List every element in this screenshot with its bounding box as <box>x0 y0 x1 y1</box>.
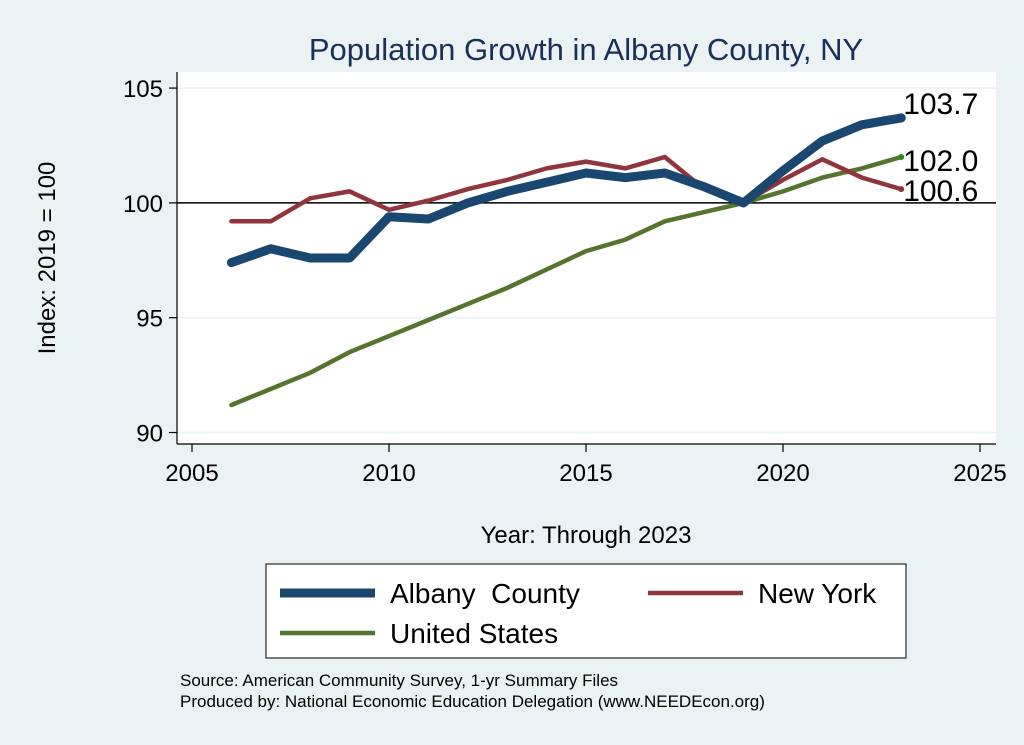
chart-title: Population Growth in Albany County, NY <box>309 32 863 67</box>
x-tick-label: 2010 <box>362 460 415 487</box>
series-end-point-albany-county <box>896 113 906 123</box>
end-label-new-york: 100.6 <box>903 175 978 208</box>
series-end-point-new-york <box>898 186 905 193</box>
x-tick-label: 2015 <box>559 460 612 487</box>
end-label-albany-county: 103.7 <box>903 88 978 121</box>
series-line-united-states <box>229 154 904 408</box>
legend-label-albany: Albany County <box>390 578 580 609</box>
source-note: Source: American Community Survey, 1-yr … <box>180 671 618 690</box>
y-tick-label: 105 <box>123 76 163 103</box>
legend-box <box>265 563 907 659</box>
series-line-new-york <box>229 154 904 224</box>
x-axis-label: Year: Through 2023 <box>481 522 692 549</box>
legend-label-united-states: United States <box>390 618 558 649</box>
y-tick-label: 90 <box>136 421 163 448</box>
x-tick-label: 2020 <box>756 460 809 487</box>
end-label-united-states: 102.0 <box>903 145 978 178</box>
series-end-point-united-states <box>898 153 905 160</box>
series-line-albany-county <box>226 113 906 268</box>
legend-label-new-york: New York <box>758 578 877 609</box>
y-ticks: 90 95 100 105 <box>123 76 177 448</box>
y-tick-label: 100 <box>123 191 163 218</box>
producer-note: Produced by: National Economic Education… <box>180 692 765 711</box>
x-ticks: 2005 2010 2015 2020 2025 <box>165 444 1007 487</box>
y-tick-label: 95 <box>136 306 163 333</box>
series-lines <box>226 113 906 408</box>
x-tick-label: 2025 <box>953 460 1006 487</box>
x-tick-label: 2005 <box>165 460 218 487</box>
y-axis-label: Index: 2019 = 100 <box>34 162 61 355</box>
